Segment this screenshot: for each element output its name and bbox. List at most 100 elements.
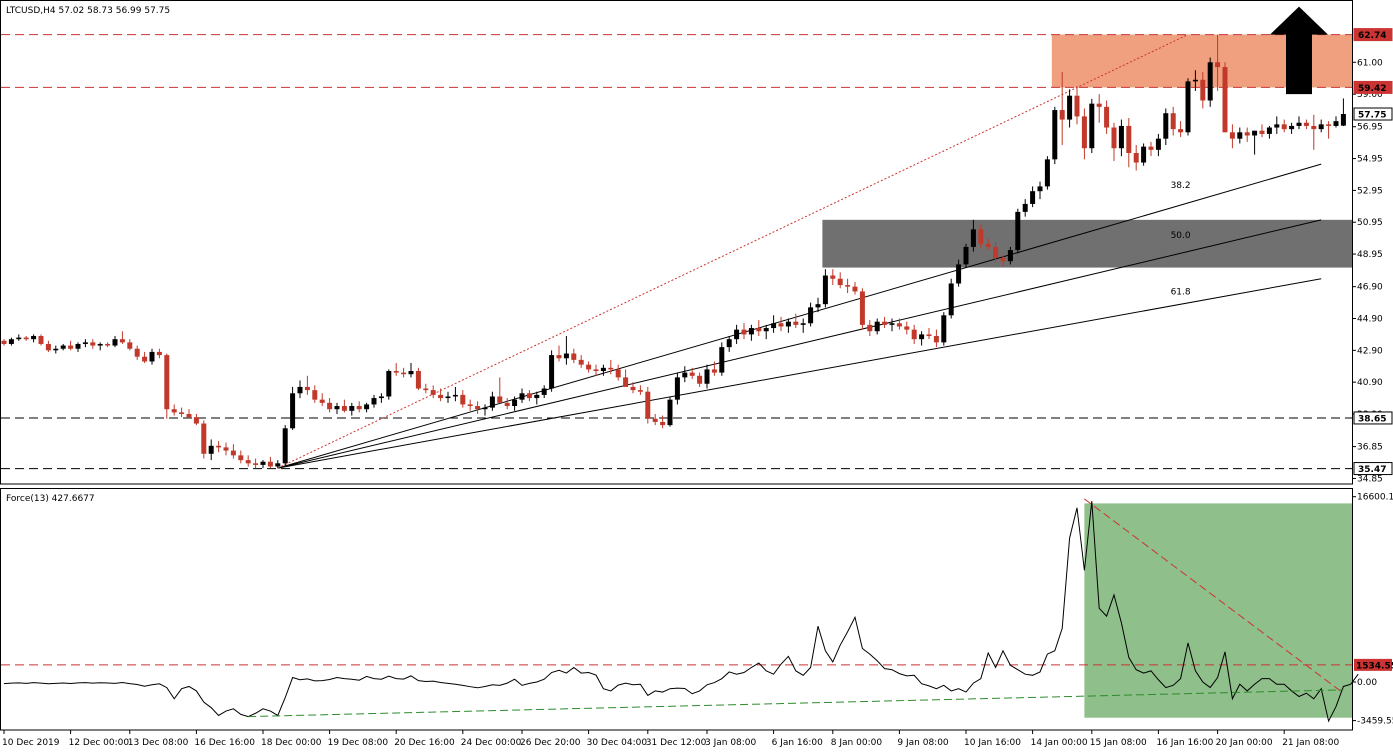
candle xyxy=(1118,119,1124,157)
candle xyxy=(452,386,458,402)
candle-body xyxy=(408,371,414,375)
price-label-box-2 xyxy=(1353,107,1393,121)
candle xyxy=(105,342,111,348)
candle-body xyxy=(504,402,510,407)
candle-body xyxy=(512,399,518,407)
candle-body xyxy=(482,407,488,410)
candle-body xyxy=(201,423,207,454)
candle xyxy=(741,323,747,340)
candle-body xyxy=(1326,124,1332,126)
candle-body xyxy=(68,345,74,349)
candle-body xyxy=(282,428,288,464)
candle-body xyxy=(356,406,362,410)
candle xyxy=(260,460,266,469)
candle xyxy=(608,359,614,375)
candle-body xyxy=(341,406,347,411)
price-label-2: 57.75 xyxy=(1358,111,1386,121)
candle xyxy=(1215,34,1221,91)
candle xyxy=(815,297,821,313)
candle-body xyxy=(993,246,999,259)
candle-body xyxy=(674,377,680,400)
candle xyxy=(1318,119,1324,133)
candle-body xyxy=(874,321,880,332)
x-tick-label: 18 Dec 00:00 xyxy=(261,738,322,748)
candle xyxy=(356,401,362,413)
candle-body xyxy=(1259,130,1265,134)
candle xyxy=(578,355,584,368)
candle-body xyxy=(119,339,125,343)
candle xyxy=(1037,181,1043,200)
candle-body xyxy=(223,447,229,451)
candle xyxy=(142,351,148,364)
candle xyxy=(822,269,828,308)
candle xyxy=(549,350,555,392)
candle xyxy=(1015,208,1021,254)
candle xyxy=(793,313,799,329)
candle-body xyxy=(179,412,185,414)
candle xyxy=(349,402,355,416)
candle-body xyxy=(105,343,111,346)
candle xyxy=(615,364,621,381)
candle xyxy=(926,328,932,340)
candle xyxy=(401,367,407,378)
candle-body xyxy=(800,323,806,325)
candle-body xyxy=(1089,103,1095,149)
candle-body xyxy=(267,461,273,467)
candle xyxy=(697,372,703,387)
candle xyxy=(312,385,318,403)
candle xyxy=(423,383,429,394)
candle xyxy=(31,334,37,343)
level-lines-layer xyxy=(1,34,1352,470)
candle-body xyxy=(1133,152,1139,163)
candle-body xyxy=(127,342,133,349)
candle xyxy=(1192,70,1198,91)
candle-body xyxy=(467,404,473,407)
candle xyxy=(1059,71,1065,146)
main-chart-title: LTCUSD,H4 57.02 58.73 56.99 57.75 xyxy=(6,6,170,16)
candle-body xyxy=(630,386,636,391)
candle xyxy=(149,348,155,365)
fan-line-2 xyxy=(277,278,1322,469)
candle-body xyxy=(1303,122,1309,126)
candle xyxy=(704,364,710,389)
candle xyxy=(97,342,103,351)
candle-body xyxy=(208,445,214,454)
candle xyxy=(645,386,651,424)
candle xyxy=(919,331,925,346)
candle-body xyxy=(186,413,192,418)
candle-body xyxy=(1118,125,1124,149)
candle-body xyxy=(171,409,177,413)
price-label-0: 62.74 xyxy=(1358,31,1386,41)
candle-body xyxy=(549,355,555,389)
candle-body xyxy=(304,386,310,391)
x-tick-label: 14 Jan 00:00 xyxy=(1031,738,1088,748)
candle xyxy=(489,391,495,411)
force-y-tick-label: 16600.13 xyxy=(1357,493,1393,503)
candle-body xyxy=(1281,124,1287,130)
candle xyxy=(445,391,451,403)
candle xyxy=(297,380,303,399)
candle xyxy=(482,404,488,416)
up-arrow-icon xyxy=(1270,6,1328,95)
candle-body xyxy=(1200,79,1206,101)
candle-body xyxy=(970,229,976,247)
candle xyxy=(45,340,51,352)
candle xyxy=(978,224,984,249)
price-label-box-4 xyxy=(1353,462,1393,476)
candle-body xyxy=(1148,146,1154,150)
candle xyxy=(933,329,939,348)
candle-body xyxy=(822,275,828,305)
candle xyxy=(896,318,902,330)
x-tick-label: 6 Jan 16:00 xyxy=(772,738,824,748)
price-label-box-3 xyxy=(1353,411,1393,425)
candle xyxy=(1111,122,1117,161)
candle xyxy=(275,460,281,469)
candle xyxy=(60,343,66,351)
candle-body xyxy=(312,390,318,400)
candle-body xyxy=(667,399,673,426)
zone-1 xyxy=(822,219,1352,268)
candle xyxy=(364,402,370,413)
candle-body xyxy=(534,394,540,399)
force-zone xyxy=(1084,503,1352,718)
candle xyxy=(1081,108,1087,160)
